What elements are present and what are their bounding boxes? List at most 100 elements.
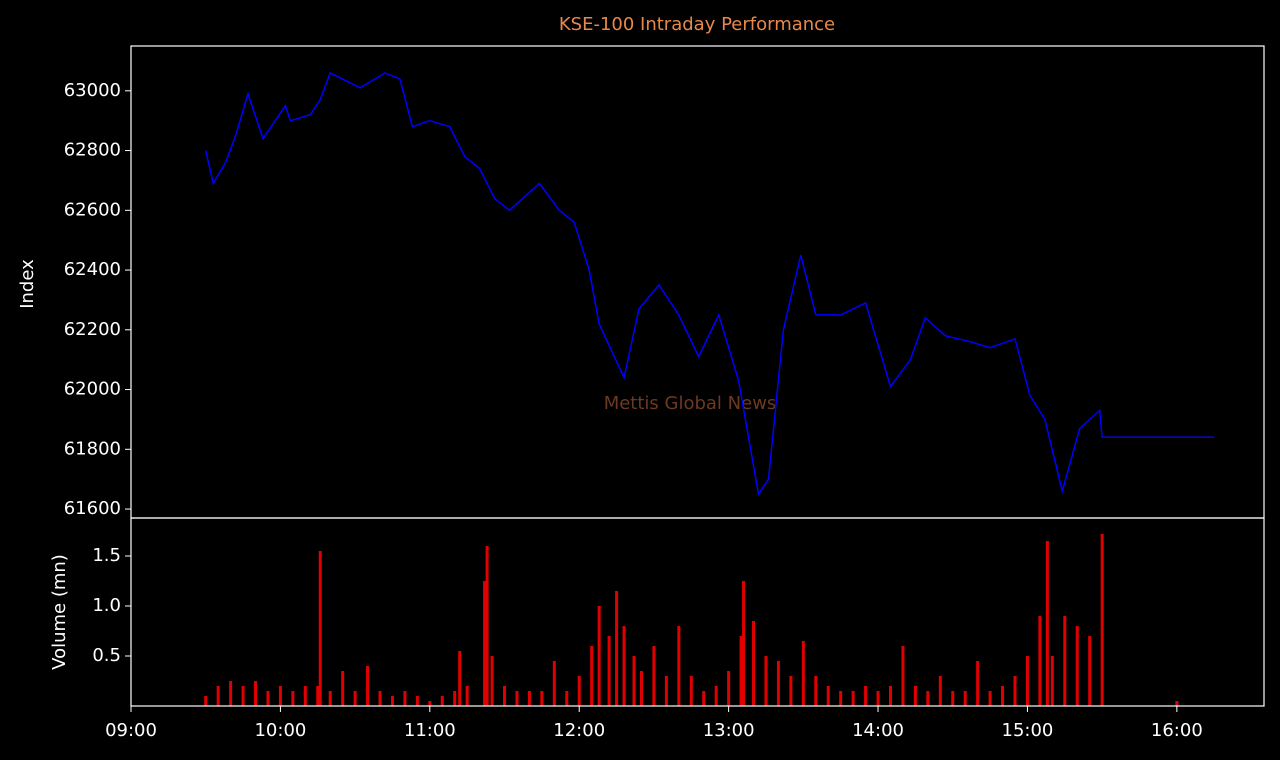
volume-bar <box>615 591 619 706</box>
volume-bar <box>485 546 489 706</box>
volume-bar <box>527 691 531 706</box>
volume-bar <box>341 671 345 706</box>
volume-bar <box>440 696 444 706</box>
volume-bar <box>714 686 718 706</box>
y-tick-label: 1.5 <box>92 545 121 566</box>
x-tick-label: 14:00 <box>852 720 904 741</box>
volume-bar <box>776 661 780 706</box>
x-tick-label: 11:00 <box>404 720 456 741</box>
volume-bar <box>316 686 320 706</box>
volume-bar <box>664 676 668 706</box>
volume-bar <box>465 686 469 706</box>
volume-bar <box>938 676 942 706</box>
x-tick-label: 12:00 <box>553 720 605 741</box>
volume-bar <box>378 691 382 706</box>
volume-bar <box>764 656 768 706</box>
volume-bar <box>801 641 805 706</box>
volume-bar <box>826 686 830 706</box>
volume-bar <box>241 686 245 706</box>
volume-bar <box>590 646 594 706</box>
volume-bar <box>951 691 955 706</box>
price-line <box>204 71 1215 497</box>
volume-bar <box>976 661 980 706</box>
watermark: Mettis Global News <box>604 393 777 414</box>
volume-bar <box>353 691 357 706</box>
y-tick-label: 62600 <box>64 199 121 220</box>
volume-bar <box>888 686 892 706</box>
volume-bar <box>1013 676 1017 706</box>
volume-bar <box>403 691 407 706</box>
volume-bar <box>204 696 208 706</box>
volume-bar <box>565 691 569 706</box>
volume-bar <box>278 686 282 706</box>
volume-bar <box>926 691 930 706</box>
volume-bar <box>913 686 917 706</box>
volume-bar <box>622 626 626 706</box>
volume-bar <box>739 636 743 706</box>
y-tick-label: 62800 <box>64 140 121 161</box>
y-tick-label: 62000 <box>64 379 121 400</box>
volume-bar <box>597 606 601 706</box>
volume-bar <box>1088 636 1092 706</box>
panel-frame <box>130 517 1265 707</box>
y-tick-label: 62200 <box>64 319 121 340</box>
volume-bar <box>1075 626 1079 706</box>
volume-bar <box>702 691 706 706</box>
volume-bar <box>639 671 643 706</box>
volume-bar <box>1063 616 1067 706</box>
volume-bar <box>901 646 905 706</box>
volume-bar <box>318 551 322 706</box>
x-tick-label: 10:00 <box>254 720 306 741</box>
volume-bar <box>303 686 307 706</box>
volume-bar <box>1175 701 1179 706</box>
y-axis-label: Index <box>17 259 38 309</box>
volume-bar <box>1045 541 1049 706</box>
volume-bar <box>988 691 992 706</box>
y-tick-label: 63000 <box>64 80 121 101</box>
volume-bar <box>1001 686 1005 706</box>
volume-bar <box>254 681 258 706</box>
volume-bar <box>415 696 419 706</box>
volume-bar <box>677 626 681 706</box>
volume-bar <box>963 691 967 706</box>
x-tick-label: 13:00 <box>703 720 755 741</box>
volume-bar <box>428 701 432 706</box>
volume-bar <box>851 691 855 706</box>
volume-bar <box>839 691 843 706</box>
y-axis-label: Volume (mn) <box>49 554 70 670</box>
y-tick-label: 0.5 <box>92 645 121 666</box>
volume-bar <box>540 691 544 706</box>
volume-bar <box>864 686 868 706</box>
volume-bar <box>727 671 731 706</box>
volume-bar <box>366 666 370 706</box>
volume-bar <box>652 646 656 706</box>
y-tick-label: 62400 <box>64 259 121 280</box>
volume-bar <box>789 676 793 706</box>
volume-bar <box>814 676 818 706</box>
y-tick-label: 61800 <box>64 438 121 459</box>
x-tick-label: 09:00 <box>105 720 157 741</box>
volume-bar <box>229 681 233 706</box>
x-tick-label: 15:00 <box>1002 720 1054 741</box>
volume-bar <box>1025 656 1029 706</box>
volume-bar <box>742 581 746 706</box>
volume-bar <box>216 686 220 706</box>
volume-bar <box>483 581 487 706</box>
volume-bar <box>453 691 457 706</box>
volume-bar <box>752 621 756 706</box>
volume-bar <box>458 651 462 706</box>
volume-bar <box>607 636 611 706</box>
volume-bar <box>503 686 507 706</box>
volume-bar <box>632 656 636 706</box>
y-tick-label: 1.0 <box>92 595 121 616</box>
volume-bar <box>552 661 556 706</box>
volume-bar <box>266 691 270 706</box>
volume-bar <box>515 691 519 706</box>
volume-bar <box>328 691 332 706</box>
volume-bar <box>1050 656 1054 706</box>
volume-bar <box>689 676 693 706</box>
volume-bar <box>1038 616 1042 706</box>
volume-bar <box>577 676 581 706</box>
